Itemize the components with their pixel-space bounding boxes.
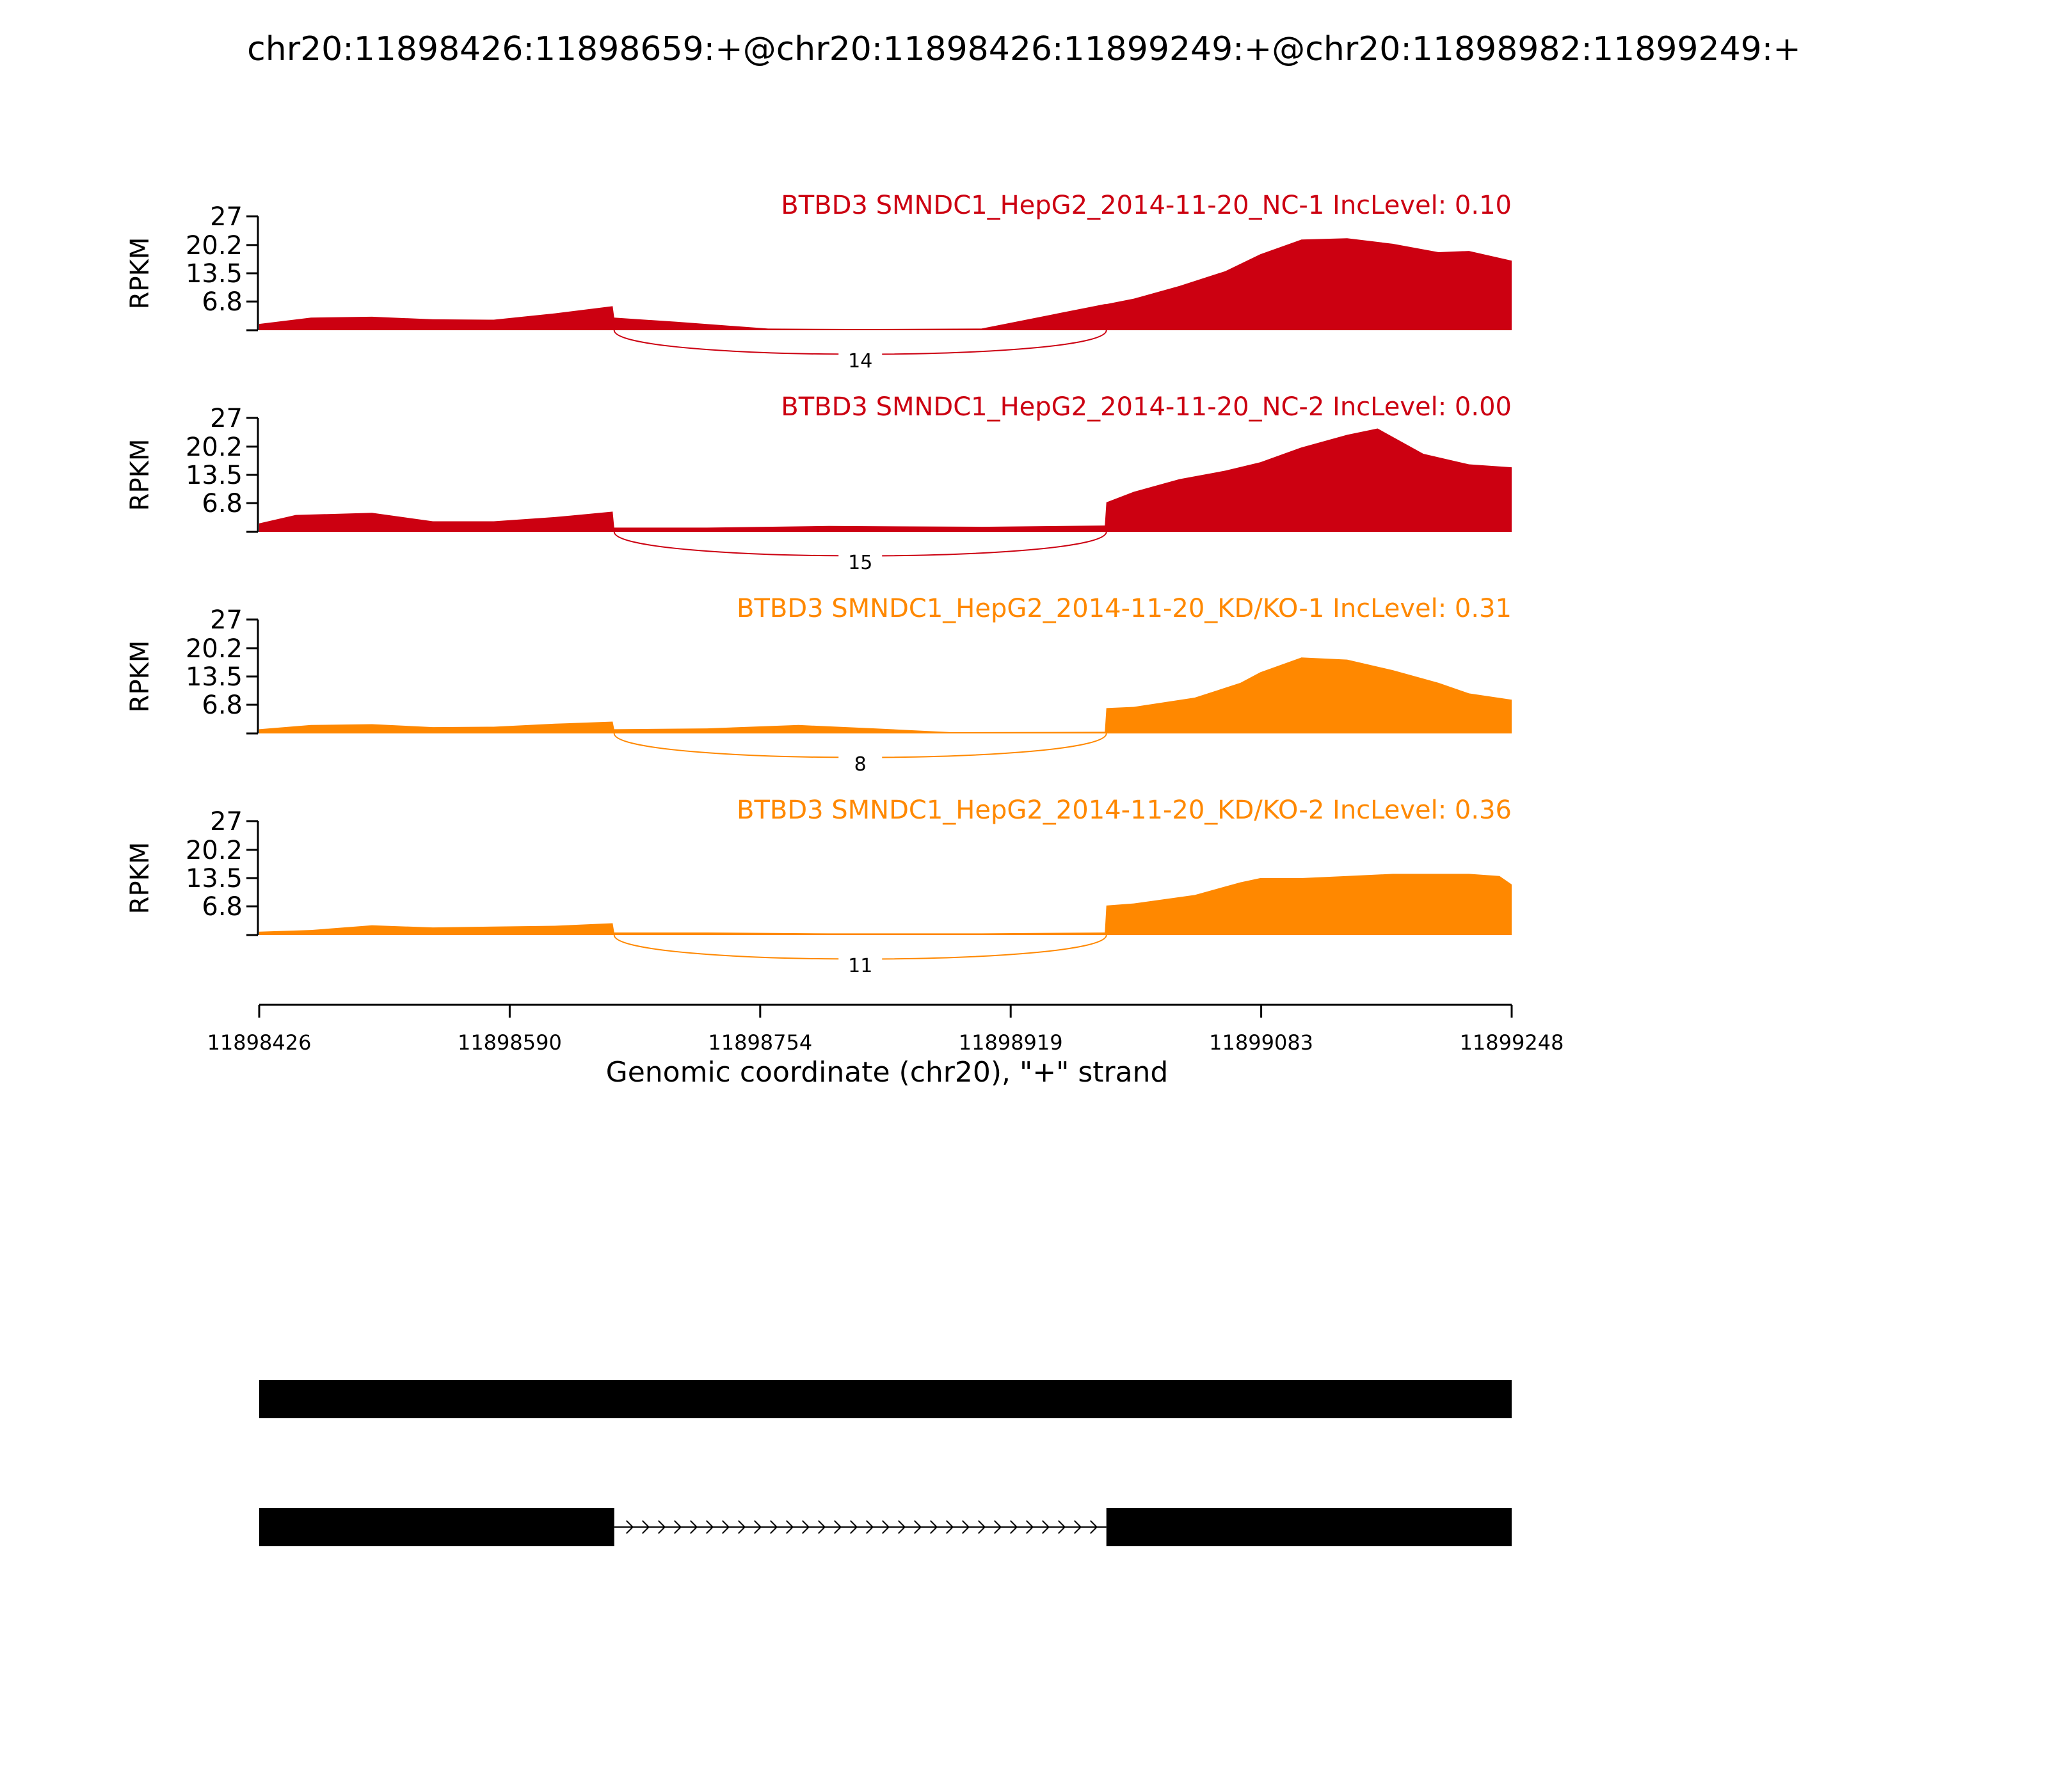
strand-chevron bbox=[1042, 1520, 1050, 1534]
strand-chevron bbox=[962, 1520, 970, 1534]
y-tick-label: 20.2 bbox=[186, 634, 243, 664]
y-tick-label: 13.5 bbox=[186, 259, 243, 289]
x-axis: 11898426 11898590 11898754 11898919 11899083… bbox=[207, 1004, 1564, 1055]
y-axis-label: RPKM bbox=[125, 641, 155, 713]
x-axis-label: Genomic coordinate (chr20), "+" strand bbox=[606, 1056, 1169, 1089]
y-tick-label: 6.8 bbox=[202, 287, 243, 317]
coverage-panel: 6.813.520.227 RPKM BTBD3 SMNDC1_HepG2_2014… bbox=[125, 191, 1512, 372]
strand-chevron bbox=[978, 1520, 986, 1534]
y-tick-label: 20.2 bbox=[186, 433, 243, 462]
coverage-area bbox=[259, 874, 1512, 935]
strand-chevron bbox=[802, 1520, 810, 1534]
x-tick-label: 11898590 bbox=[458, 1030, 562, 1055]
x-tick-label: 11899083 bbox=[1209, 1030, 1313, 1055]
strand-chevron bbox=[898, 1520, 906, 1534]
y-tick-label: 27 bbox=[210, 404, 243, 433]
x-tick-label: 11898426 bbox=[207, 1030, 312, 1055]
panel-label: BTBD3 SMNDC1_HepG2_2014-11-20_NC-1 IncLe… bbox=[781, 191, 1512, 220]
coverage-area bbox=[259, 238, 1512, 330]
isoform-structures bbox=[259, 1380, 1512, 1546]
strand-chevron bbox=[1090, 1520, 1098, 1534]
coverage-area bbox=[259, 657, 1512, 733]
strand-chevron bbox=[946, 1520, 954, 1534]
panel-label: BTBD3 SMNDC1_HepG2_2014-11-20_KD/KO-2 In… bbox=[737, 796, 1512, 825]
strand-chevron bbox=[658, 1520, 666, 1534]
coverage-panel: 6.813.520.227 RPKM BTBD3 SMNDC1_HepG2_2014… bbox=[125, 392, 1512, 574]
y-axis-label: RPKM bbox=[125, 237, 155, 310]
junction-count-box bbox=[838, 953, 883, 977]
y-tick-label: 13.5 bbox=[186, 662, 243, 692]
strand-chevron bbox=[754, 1520, 762, 1534]
coverage-panel: 6.813.520.227 RPKM BTBD3 SMNDC1_HepG2_2014… bbox=[125, 594, 1512, 776]
strand-chevron bbox=[626, 1520, 634, 1534]
panel-label: BTBD3 SMNDC1_HepG2_2014-11-20_NC-2 IncLe… bbox=[781, 392, 1512, 422]
strand-chevron bbox=[770, 1520, 778, 1534]
y-axis-label: RPKM bbox=[125, 439, 155, 511]
junction-count: 14 bbox=[848, 350, 872, 372]
x-tick-label: 11899248 bbox=[1460, 1030, 1564, 1055]
strand-chevron bbox=[834, 1520, 842, 1534]
exon-block bbox=[259, 1508, 614, 1546]
y-tick-label: 6.8 bbox=[202, 892, 243, 922]
junction-count: 15 bbox=[848, 552, 872, 574]
strand-chevron bbox=[882, 1520, 890, 1534]
y-tick-label: 13.5 bbox=[186, 461, 243, 490]
strand-chevron bbox=[1026, 1520, 1034, 1534]
strand-chevron bbox=[850, 1520, 858, 1534]
strand-chevron bbox=[786, 1520, 794, 1534]
strand-chevron bbox=[818, 1520, 826, 1534]
coverage-panel: 6.813.520.227 RPKM BTBD3 SMNDC1_HepG2_2014… bbox=[125, 796, 1512, 977]
x-tick-label: 11898919 bbox=[959, 1030, 1063, 1055]
strand-chevron bbox=[930, 1520, 938, 1534]
junction-count-box bbox=[838, 348, 883, 372]
x-tick-label: 11898754 bbox=[708, 1030, 812, 1055]
coverage-area bbox=[259, 428, 1512, 532]
strand-chevron bbox=[994, 1520, 1002, 1534]
strand-chevron bbox=[1058, 1520, 1066, 1534]
strand-chevron bbox=[674, 1520, 682, 1534]
y-tick-label: 6.8 bbox=[202, 489, 243, 518]
y-tick-label: 27 bbox=[210, 202, 243, 232]
strand-chevron bbox=[690, 1520, 698, 1534]
y-tick-label: 20.2 bbox=[186, 836, 243, 865]
junction-count: 11 bbox=[848, 955, 872, 977]
exon-block bbox=[259, 1380, 1512, 1418]
strand-chevron bbox=[1010, 1520, 1018, 1534]
isoform-track bbox=[259, 1380, 1512, 1418]
junction-count-box bbox=[838, 751, 883, 776]
panel-label: BTBD3 SMNDC1_HepG2_2014-11-20_KD/KO-1 In… bbox=[737, 594, 1512, 623]
strand-chevron bbox=[866, 1520, 874, 1534]
strand-chevron bbox=[706, 1520, 714, 1534]
strand-chevron bbox=[722, 1520, 730, 1534]
y-tick-label: 13.5 bbox=[186, 864, 243, 893]
junction-count: 8 bbox=[854, 753, 867, 776]
strand-chevron bbox=[914, 1520, 922, 1534]
strand-chevron bbox=[642, 1520, 650, 1534]
strand-chevron bbox=[1074, 1520, 1082, 1534]
y-tick-label: 6.8 bbox=[202, 691, 243, 720]
isoform-track bbox=[259, 1508, 1512, 1546]
y-tick-label: 20.2 bbox=[186, 231, 243, 260]
junction-count-box bbox=[838, 550, 883, 574]
chart-title: chr20:11898426:11898659:+@chr20:11898426… bbox=[247, 30, 1801, 68]
exon-block bbox=[1106, 1508, 1512, 1546]
y-axis-label: RPKM bbox=[125, 842, 155, 915]
y-tick-label: 27 bbox=[210, 807, 243, 836]
y-tick-label: 27 bbox=[210, 605, 243, 635]
strand-chevron bbox=[738, 1520, 746, 1534]
